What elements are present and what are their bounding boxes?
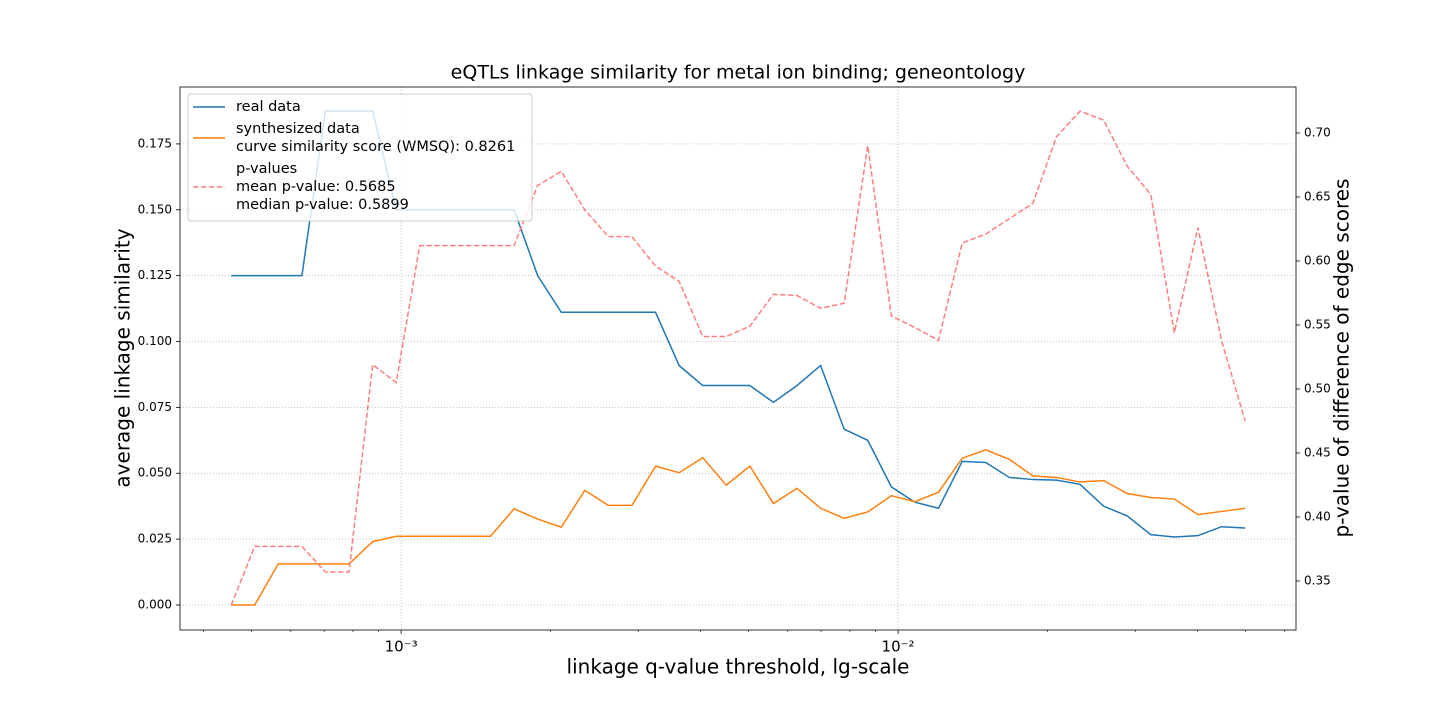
y2-tick-label: 0.70: [1304, 125, 1331, 139]
series-line: [230, 110, 1246, 606]
y2-tick-label: 0.55: [1304, 317, 1331, 331]
legend: real data synthesized data curve similarit…: [187, 93, 533, 222]
legend-label: real data: [236, 99, 301, 115]
x-tick-label: 10⁻³: [385, 638, 418, 656]
x-axis-label: linkage q-value threshold, lg-scale: [567, 655, 910, 679]
y2-tick-label: 0.65: [1304, 189, 1331, 203]
y-axis-label: average linkage similarity: [111, 228, 135, 487]
y2-tick-label: 0.50: [1304, 381, 1331, 395]
y-tick-label: 0.100: [138, 334, 172, 348]
y-tick-label: 0.025: [138, 532, 172, 546]
y2-tick-label: 0.60: [1304, 253, 1331, 267]
legend-label: synthesized data curve similarity score (…: [236, 121, 515, 155]
y2-tick-label: 0.35: [1304, 573, 1331, 587]
y-tick-label: 0.000: [138, 597, 172, 611]
y2-axis-label: p-value of difference of edge scores: [1330, 179, 1354, 538]
y-tick-label: 0.050: [138, 466, 172, 480]
y-tick-label: 0.075: [138, 400, 172, 414]
y-tick-label: 0.125: [138, 268, 172, 282]
legend-label: p-values mean p-value: 0.5685 median p-val…: [236, 161, 409, 213]
plot-frame: [179, 86, 1297, 631]
x-tick-label: 10⁻²: [882, 638, 915, 656]
series-line: [231, 448, 1246, 606]
legend-box: [187, 93, 533, 222]
chart-title: eQTLs linkage similarity for metal ion b…: [451, 62, 1026, 84]
y2-tick-label: 0.45: [1304, 445, 1331, 459]
y-tick-label: 0.175: [138, 136, 172, 150]
y-tick-label: 0.150: [138, 202, 172, 216]
y2-tick-label: 0.40: [1304, 509, 1331, 523]
